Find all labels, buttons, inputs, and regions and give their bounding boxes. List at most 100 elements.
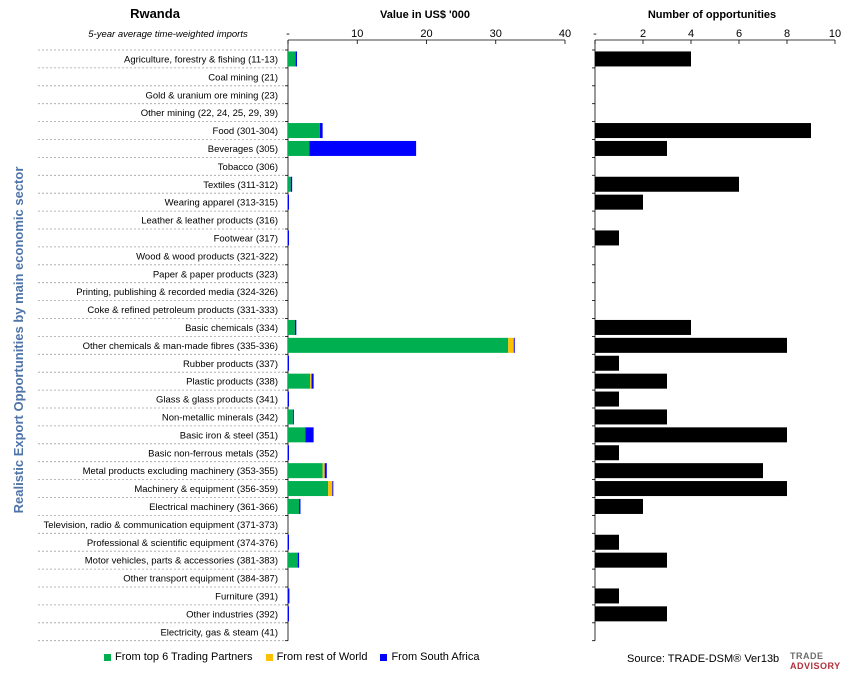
legend-item-top6: From top 6 Trading Partners — [104, 651, 253, 663]
count-bar — [595, 140, 667, 156]
count-bar — [595, 552, 667, 568]
count-bar — [595, 463, 763, 479]
value-bar-segment — [294, 319, 297, 335]
category-label: Food (301-304) — [213, 126, 278, 137]
value-bar-segment — [288, 337, 509, 353]
category-label: Television, radio & communication equipm… — [44, 520, 278, 531]
value-bar-segment — [292, 409, 294, 425]
value-bar-segment — [290, 176, 293, 192]
value-axis-tick-label: 30 — [490, 28, 502, 40]
legend-item-rest-of-world: From rest of World — [265, 651, 368, 663]
count-bar — [595, 194, 643, 210]
count-bar — [595, 230, 619, 246]
value-bar-segment — [319, 123, 323, 139]
logo-line-1: TRADE — [790, 651, 824, 661]
value-axis-tick-label: 20 — [420, 28, 432, 40]
chart-subtitle: 5-year average time-weighted imports — [88, 29, 248, 40]
category-label: Paper & paper products (323) — [153, 269, 278, 280]
legend-swatch-top6 — [104, 653, 111, 661]
value-bar-segment — [328, 481, 333, 497]
value-bar-segment — [288, 391, 289, 407]
value-bar-segment — [288, 176, 291, 192]
category-label: Basic non-ferrous metals (352) — [148, 448, 278, 459]
count-bar — [595, 588, 619, 604]
count-axis-tick-label: 6 — [736, 28, 742, 40]
category-label: Footwear (317) — [214, 233, 278, 244]
category-label: Plastic products (338) — [186, 377, 278, 388]
value-bar-segment — [288, 463, 323, 479]
category-label: Gold & uranium ore mining (23) — [145, 90, 278, 101]
source-note: Source: TRADE-DSM® Ver13b — [627, 653, 780, 665]
y-axis-label: Realistic Export Opportunities by main e… — [11, 167, 26, 514]
category-label: Glass & glass products (341) — [156, 395, 278, 406]
value-bar-segment — [297, 552, 300, 568]
count-bar — [595, 123, 811, 139]
category-label: Other mining (22, 24, 25, 29, 39) — [141, 108, 278, 119]
value-bar-segment — [288, 534, 289, 550]
value-bar-segment — [288, 123, 320, 139]
value-bars — [288, 51, 515, 622]
value-axis: - 10 20 30 40 — [285, 28, 571, 642]
category-label: Furniture (391) — [215, 591, 278, 602]
category-label: Basic chemicals (334) — [185, 323, 278, 334]
count-bars — [595, 51, 811, 622]
value-bar-segment — [322, 463, 325, 479]
category-label: Other industries (392) — [186, 609, 278, 620]
value-bar-segment — [288, 409, 293, 425]
value-chart-title: Value in US$ '000 — [380, 9, 470, 21]
legend-item-south-africa: From South Africa — [380, 651, 479, 663]
value-bar-segment — [311, 373, 314, 389]
value-bar-segment — [305, 427, 314, 443]
logo-line-2: ADVISORY — [790, 661, 841, 671]
value-axis-tick-label: 40 — [559, 28, 571, 40]
category-label: Machinery & equipment (356-359) — [134, 484, 278, 495]
category-label: Agriculture, forestry & fishing (11-13) — [124, 54, 278, 65]
category-label: Electricity, gas & steam (41) — [160, 627, 278, 638]
country-title: Rwanda — [130, 6, 181, 21]
category-label: Wearing apparel (313-315) — [165, 198, 278, 209]
legend-label-top6: From top 6 Trading Partners — [115, 651, 253, 663]
category-label: Basic iron & steel (351) — [180, 430, 278, 441]
count-bar — [595, 319, 691, 335]
value-bar-segment — [288, 606, 289, 622]
legend: From top 6 Trading Partners From rest of… — [104, 651, 492, 663]
legend-label-rest-of-world: From rest of World — [276, 651, 368, 663]
value-bar-segment — [332, 481, 334, 497]
value-bar-segment — [288, 194, 289, 210]
count-bar — [595, 373, 667, 389]
count-bar — [595, 427, 787, 443]
count-bar — [595, 337, 787, 353]
legend-label-south-africa: From South Africa — [391, 651, 480, 663]
category-label: Coal mining (21) — [208, 72, 278, 83]
value-bar-segment — [513, 337, 515, 353]
category-label: Textiles (311-312) — [203, 180, 278, 191]
count-bar — [595, 355, 619, 371]
value-bar-segment — [295, 51, 298, 67]
category-label: Electrical machinery (361-366) — [149, 502, 278, 513]
count-axis-tick-label: - — [593, 28, 597, 40]
category-label: Coke & refined petroleum products (331-3… — [87, 305, 278, 316]
count-bar — [595, 391, 619, 407]
value-bar-segment — [508, 337, 514, 353]
category-label: Wood & wood products (321-322) — [136, 251, 278, 262]
category-label: Beverages (305) — [208, 144, 278, 155]
count-axis-tick-label: 8 — [784, 28, 790, 40]
category-label: Leather & leather products (316) — [141, 216, 278, 227]
value-bar-segment — [309, 140, 417, 156]
count-bar — [595, 445, 619, 461]
category-label: Motor vehicles, parts & accessories (381… — [85, 556, 278, 567]
value-bar-segment — [288, 427, 306, 443]
count-bar — [595, 409, 667, 425]
count-bar — [595, 498, 643, 514]
value-bar-segment — [299, 498, 301, 514]
value-bar-segment — [288, 481, 329, 497]
value-bar-segment — [288, 373, 311, 389]
value-bar-segment — [288, 319, 295, 335]
category-gridlines — [38, 49, 284, 642]
value-bar-segment — [288, 445, 289, 461]
count-bar — [595, 534, 619, 550]
value-bar-segment — [288, 230, 289, 246]
legend-swatch-south-africa — [380, 653, 388, 661]
count-axis-tick-label: 10 — [829, 28, 841, 40]
